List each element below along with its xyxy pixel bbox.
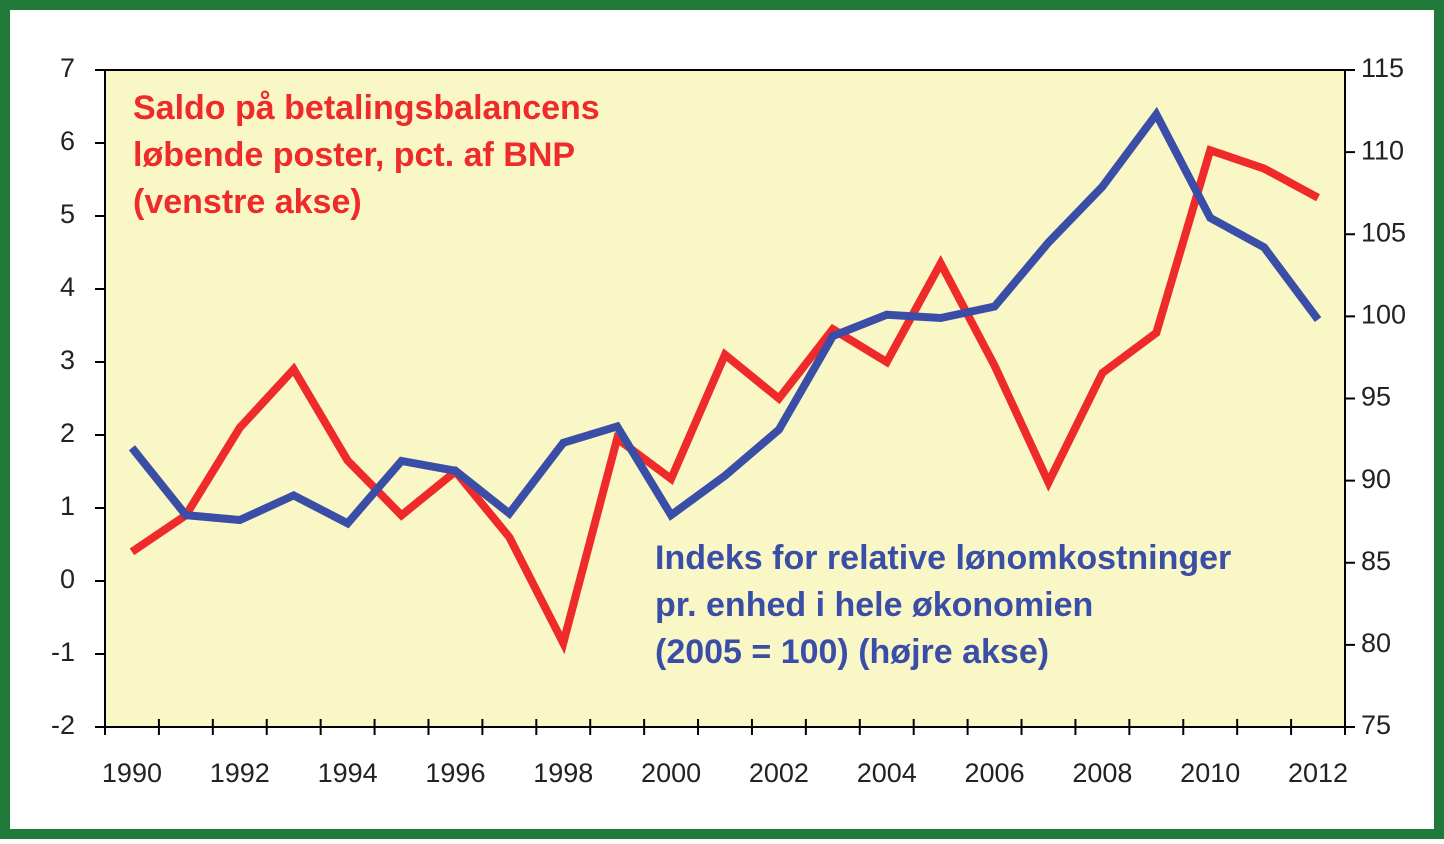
y2-tick-label: 90 — [1361, 464, 1391, 494]
x-tick-label: 2010 — [1180, 758, 1240, 788]
annotation: løbende poster, pct. af BNP — [133, 136, 575, 174]
y2-tick-label: 85 — [1361, 546, 1391, 576]
x-tick-label: 2002 — [749, 758, 809, 788]
series-line — [129, 145, 1320, 655]
y2-tick-label: 80 — [1361, 628, 1391, 658]
annotation: pr. enhed i hele økonomien — [655, 586, 1093, 624]
x-tick-label: 1992 — [210, 758, 270, 788]
y2-tick-label: 95 — [1361, 382, 1391, 412]
y-tick-label: 3 — [60, 345, 75, 375]
x-tick-label: 1998 — [533, 758, 593, 788]
y-tick-label: 2 — [60, 418, 75, 448]
annotation: Saldo på betalingsbalancens — [133, 89, 600, 127]
x-tick-label: 2004 — [857, 758, 917, 788]
y-tick-label: 5 — [60, 199, 75, 229]
y2-tick-label: 100 — [1361, 300, 1406, 330]
y2-tick-label: 115 — [1361, 53, 1404, 83]
y-tick-label: 6 — [60, 126, 75, 156]
y-tick-label: 1 — [60, 491, 75, 521]
x-tick-label: 1994 — [318, 758, 378, 788]
y-tick-label: 4 — [60, 272, 75, 302]
series-line — [128, 106, 1322, 529]
y2-tick-label: 75 — [1361, 710, 1391, 740]
x-tick-label: 1996 — [425, 758, 485, 788]
x-tick-label: 1990 — [102, 758, 162, 788]
y-tick-label: -1 — [51, 637, 75, 667]
x-tick-label: 2008 — [1072, 758, 1132, 788]
x-tick-label: 2012 — [1288, 758, 1348, 788]
x-tick-label: 2006 — [965, 758, 1025, 788]
x-tick-label: 2000 — [641, 758, 701, 788]
annotation: (venstre akse) — [133, 183, 362, 221]
y-tick-label: -2 — [51, 710, 75, 740]
y-tick-label: 7 — [60, 53, 75, 83]
y2-tick-label: 105 — [1361, 217, 1406, 247]
y2-tick-label: 110 — [1361, 135, 1404, 165]
annotation: (2005 = 100) (højre akse) — [655, 633, 1049, 671]
y-tick-label: 0 — [60, 564, 75, 594]
annotation: Indeks for relative lønomkostninger — [655, 539, 1231, 577]
